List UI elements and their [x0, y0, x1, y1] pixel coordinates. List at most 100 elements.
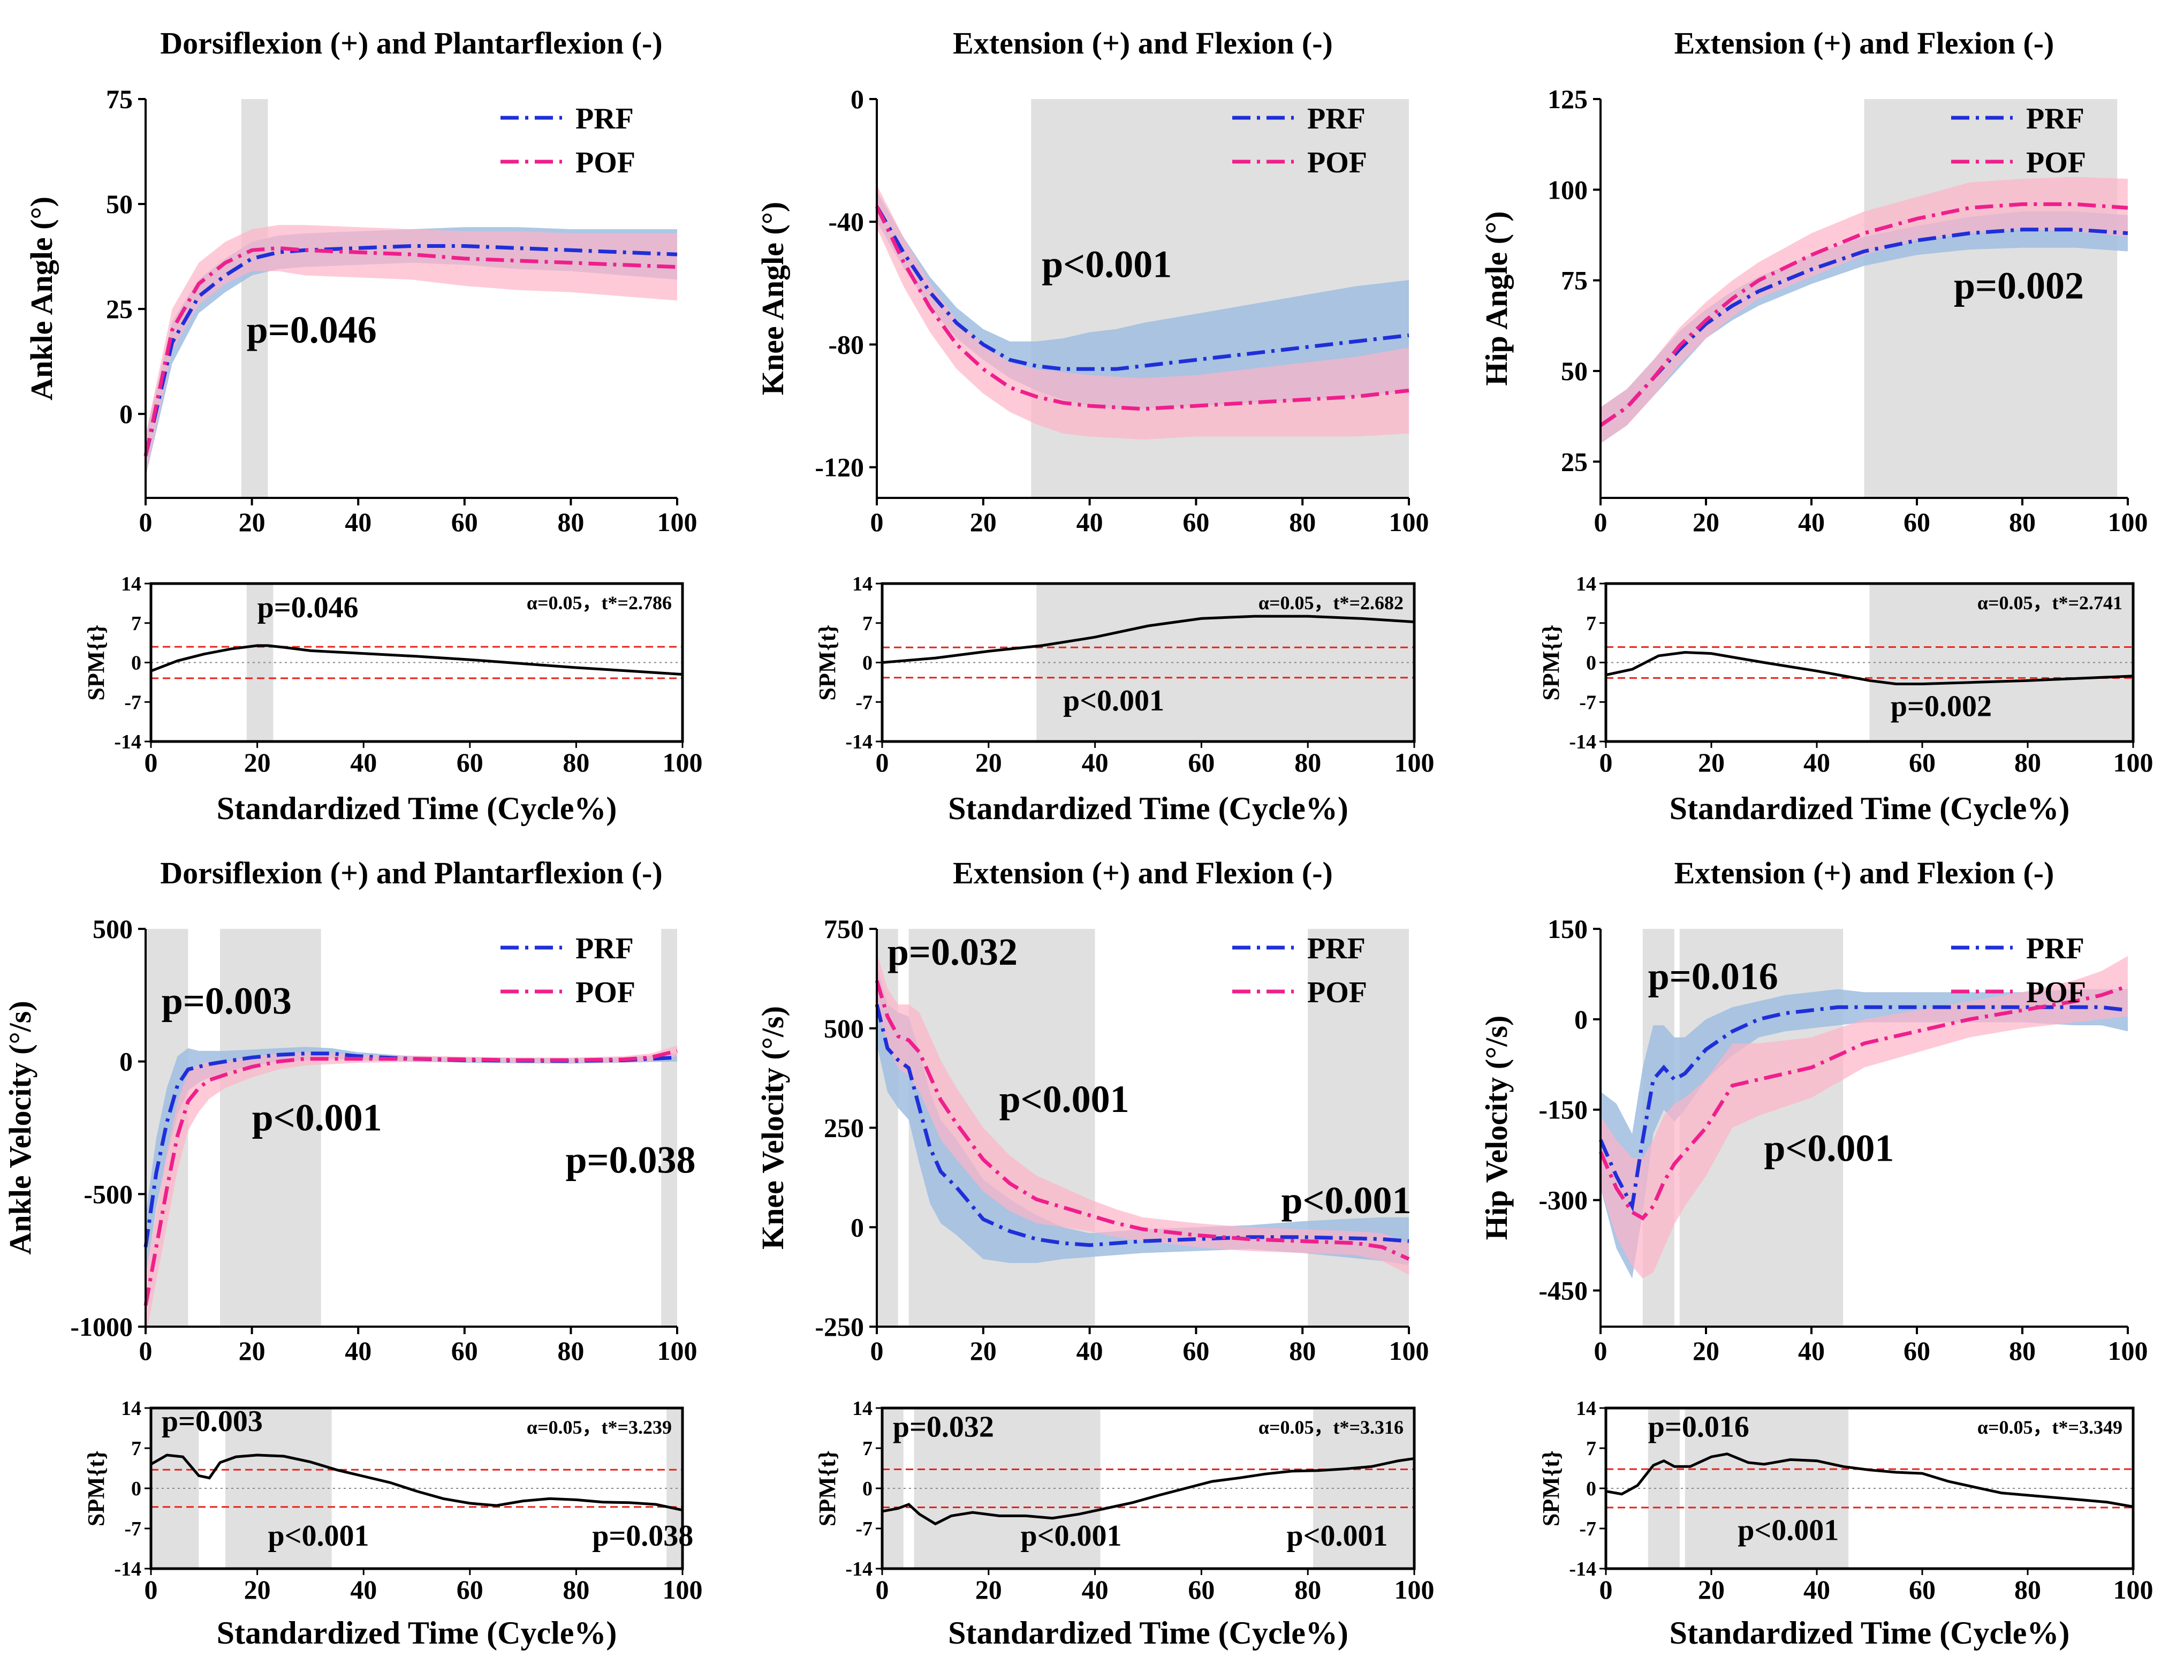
- x-tick-label: 80: [1289, 507, 1316, 537]
- x-tick-label: 100: [657, 1336, 697, 1366]
- y-tick-label: 0: [119, 1047, 133, 1077]
- spm-x-tick-label: 40: [1803, 747, 1830, 777]
- y-axis-label: Hip Angle (°): [1479, 211, 1514, 385]
- spm-t-curve: [150, 1454, 683, 1512]
- pof-mean-line: [143, 246, 678, 457]
- spm-x-tick-label: 80: [1294, 747, 1321, 777]
- spm-y-tick-label: 14: [121, 1397, 141, 1420]
- prf-legend-label: PRF: [1307, 102, 1366, 135]
- x-tick-label: 40: [345, 507, 371, 537]
- spm-y-axis-label: SPM{t}: [83, 1450, 109, 1526]
- spm-x-tick-label: 100: [663, 747, 703, 777]
- spm-y-axis-label: SPM{t}: [1538, 1450, 1564, 1526]
- spm-p-value-label: p<0.001: [1738, 1513, 1839, 1547]
- spm-y-tick-label: -14: [845, 731, 873, 753]
- spm-x-tick-label: 100: [2113, 747, 2153, 777]
- chart-title: Dorsiflexion (+) and Plantarflexion (-): [160, 26, 662, 60]
- x-tick-label: 80: [557, 1336, 584, 1366]
- spm-x-tick-label: 80: [1294, 1575, 1321, 1605]
- pof-legend-label: POF: [2026, 146, 2086, 179]
- spm-t-curve: [882, 615, 1415, 664]
- chart-hip-angle: Extension (+) and Flexion (-) 0 20 40 60 80 10…: [1479, 26, 2153, 826]
- pof-mean-line: [875, 206, 1409, 411]
- y-tick-label: 75: [1561, 266, 1588, 296]
- prf-legend-label: PRF: [1307, 932, 1366, 965]
- spm-x-tick-label: 0: [1599, 747, 1613, 777]
- spm-y-axis-label: SPM{t}: [1538, 624, 1564, 700]
- x-tick-label: 0: [139, 507, 153, 537]
- spm-y-tick-label: -14: [114, 1558, 141, 1580]
- spm-x-tick-label: 60: [1909, 747, 1936, 777]
- spm-x-tick-label: 20: [244, 747, 271, 777]
- spm-p-value-label: p<0.001: [1286, 1519, 1387, 1553]
- chart-title: Extension (+) and Flexion (-): [1674, 856, 2054, 890]
- spm-x-tick-label: 100: [2113, 1575, 2153, 1605]
- pof-sd-band: [1601, 956, 2128, 1278]
- spm-x-tick-label: 0: [1599, 1575, 1613, 1605]
- spm-t-curve: [1605, 1452, 2134, 1508]
- chart-knee-velocity: Extension (+) and Flexion (-) 0 20 40 60 80 10…: [755, 856, 1435, 1651]
- spm-y-tick-label: -7: [855, 1518, 873, 1540]
- y-tick-label: -500: [84, 1179, 133, 1209]
- pof-legend-label: POF: [1307, 976, 1367, 1009]
- spm-significance-region: [666, 1408, 682, 1569]
- p-value-label: p=0.046: [247, 308, 377, 351]
- spm-x-tick-label: 80: [563, 747, 589, 777]
- x-tick-label: 60: [1904, 507, 1930, 537]
- spm-y-axis-label: SPM{t}: [814, 1450, 840, 1526]
- p-value-label: p=0.038: [565, 1139, 695, 1182]
- y-tick-label: -80: [828, 329, 864, 359]
- y-tick-label: 0: [119, 399, 133, 429]
- x-tick-label: 60: [451, 1336, 478, 1366]
- spm-x-tick-label: 20: [975, 747, 1002, 777]
- significance-region: [220, 929, 321, 1327]
- x-tick-label: 40: [1798, 1336, 1825, 1366]
- spm-p-value-label: p<0.001: [268, 1519, 369, 1553]
- spm-alpha-threshold: α=0.05，t*=2.741: [1977, 592, 2122, 614]
- spm-y-axis-label: SPM{t}: [814, 624, 840, 700]
- spm-y-tick-label: 14: [852, 573, 873, 595]
- spm-x-tick-label: 80: [2014, 1575, 2041, 1605]
- spm-y-tick-label: -14: [1569, 1558, 1596, 1580]
- spm-y-tick-label: 0: [862, 652, 873, 675]
- pof-legend-label: POF: [2026, 976, 2086, 1009]
- y-tick-label: 500: [93, 914, 133, 944]
- x-tick-label: 100: [1389, 1336, 1429, 1366]
- chart-title: Extension (+) and Flexion (-): [953, 26, 1333, 60]
- spm-x-tick-label: 60: [457, 1575, 483, 1605]
- spm-x-tick-label: 0: [876, 1575, 889, 1605]
- y-axis-label: Hip Velocity (°/s): [1479, 1016, 1514, 1240]
- x-tick-label: 0: [1594, 507, 1607, 537]
- spm-y-tick-label: 7: [1586, 612, 1596, 635]
- pof-mean-line: [143, 1049, 678, 1306]
- x-tick-label: 20: [239, 507, 266, 537]
- chart-ankle-angle: Dorsiflexion (+) and Plantarflexion (-) 0…: [24, 26, 703, 826]
- spm-alpha-threshold: α=0.05，t*=3.239: [527, 1417, 672, 1438]
- pof-legend-label: POF: [575, 976, 635, 1009]
- x-tick-label: 60: [451, 507, 478, 537]
- p-value-label: p<0.001: [252, 1096, 382, 1139]
- x-tick-label: 40: [345, 1336, 371, 1366]
- x-tick-label: 60: [1182, 1336, 1209, 1366]
- spm-y-tick-label: 0: [1586, 652, 1596, 675]
- y-tick-label: 750: [824, 914, 864, 944]
- pof-sd-band: [877, 185, 1409, 440]
- spm-alpha-threshold: α=0.05，t*=2.786: [527, 592, 672, 614]
- spm-x-tick-label: 100: [1394, 1575, 1435, 1605]
- spm-x-tick-label: 60: [1909, 1575, 1936, 1605]
- spm-p-value-label: p=0.046: [257, 591, 359, 624]
- spm-t-curve: [882, 1457, 1415, 1526]
- spm-y-tick-label: -14: [1569, 731, 1596, 753]
- spm-y-tick-label: 14: [1576, 1397, 1596, 1420]
- spm-x-tick-label: 40: [1082, 747, 1109, 777]
- x-axis-label: Standardized Time (Cycle%): [948, 791, 1348, 826]
- spm-x-tick-label: 40: [350, 747, 377, 777]
- y-tick-label: 50: [106, 189, 133, 219]
